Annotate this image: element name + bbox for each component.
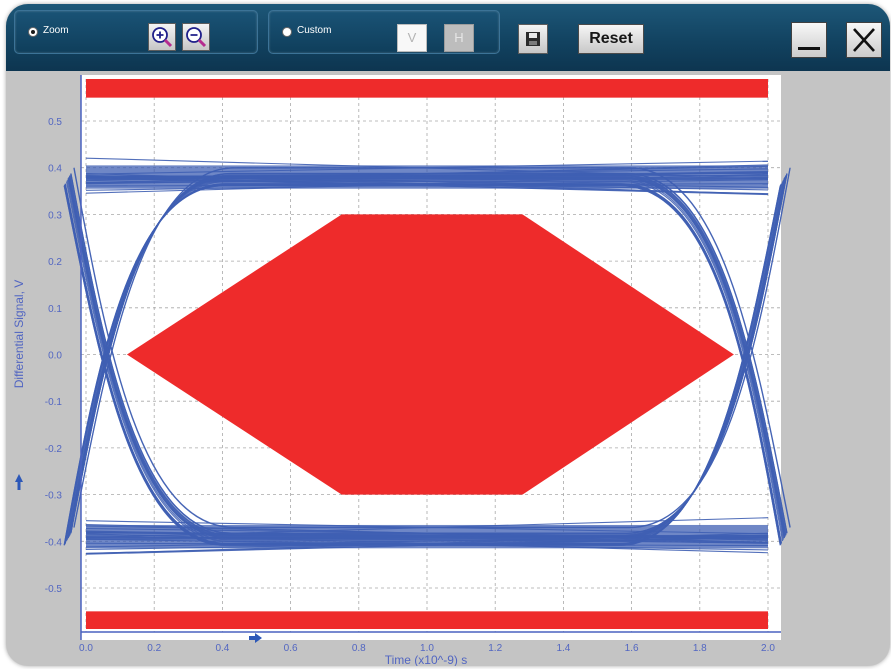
x-tick-label: 1.4 xyxy=(556,643,570,654)
toolbar: Zoom Custom V H xyxy=(6,4,890,71)
zoom-group: Zoom xyxy=(14,10,258,54)
y-tick-label: 0.2 xyxy=(48,257,62,268)
x-tick-label: 1.6 xyxy=(625,643,639,654)
zoom-out-button[interactable] xyxy=(182,23,210,51)
eye-diagram-window: Zoom Custom V H xyxy=(6,4,890,666)
zoom-in-icon xyxy=(152,27,173,48)
x-tick-label: 2.0 xyxy=(761,643,775,654)
zoom-label: Zoom xyxy=(43,25,69,36)
y-tick-label: 0.5 xyxy=(48,117,62,128)
vertical-button[interactable]: V xyxy=(397,24,427,52)
low-level-band xyxy=(86,524,768,549)
zoom-in-button[interactable] xyxy=(148,23,176,51)
right-arrow-icon xyxy=(249,633,262,643)
eye-mask xyxy=(86,79,768,629)
x-tick-label: 0.4 xyxy=(215,643,229,654)
x-tick-label: 1.0 xyxy=(420,643,434,654)
mask-top-band xyxy=(86,79,768,98)
custom-radio[interactable] xyxy=(282,27,292,37)
y-tick-label: 0.0 xyxy=(48,351,62,362)
high-level-band xyxy=(86,165,768,189)
y-tick-label: -0.1 xyxy=(45,397,63,408)
minimize-button[interactable] xyxy=(791,22,827,58)
tick-labels: 0.5 0.4 0.3 0.2 0.1 0.0 -0.1 -0.2 -0.3 -0.4 -0.5 0.… xyxy=(45,117,776,654)
x-tick-label: 1.2 xyxy=(488,643,502,654)
floppy-disk-icon xyxy=(526,32,540,46)
y-tick-label: 0.1 xyxy=(48,304,62,315)
save-button[interactable] xyxy=(518,24,548,54)
x-tick-label: 0.0 xyxy=(79,643,93,654)
y-tick-label: 0.3 xyxy=(48,210,62,221)
y-axis-label: Differential Signal, V xyxy=(12,280,26,389)
close-icon xyxy=(853,28,875,52)
custom-group: Custom V H xyxy=(268,10,500,54)
zoom-radio[interactable] xyxy=(28,27,38,37)
eye-diagram-chart: 0.5 0.4 0.3 0.2 0.1 0.0 -0.1 -0.2 -0.3 -0.4 -0.5 0.… xyxy=(12,75,791,666)
horizontal-button[interactable]: H xyxy=(444,24,474,52)
x-tick-label: 0.8 xyxy=(352,643,366,654)
y-tick-label: 0.4 xyxy=(48,164,62,175)
y-tick-label: -0.2 xyxy=(45,444,63,455)
y-tick-label: -0.4 xyxy=(45,537,63,548)
x-axis-label: Time (x10^-9) s xyxy=(385,653,468,666)
minimize-icon xyxy=(798,47,820,50)
y-tick-label: -0.5 xyxy=(45,584,63,595)
x-tick-label: 1.8 xyxy=(693,643,707,654)
x-tick-label: 0.6 xyxy=(284,643,298,654)
zoom-out-icon xyxy=(186,27,207,48)
close-button[interactable] xyxy=(846,22,882,58)
x-tick-label: 0.2 xyxy=(147,643,161,654)
reset-button[interactable]: Reset xyxy=(578,24,644,54)
eye-traces xyxy=(63,157,791,555)
up-arrow-icon xyxy=(15,474,23,490)
y-tick-label: -0.3 xyxy=(45,491,63,502)
mask-center-hexagon xyxy=(126,214,734,495)
custom-label: Custom xyxy=(297,25,332,36)
mask-bottom-band xyxy=(86,611,768,629)
